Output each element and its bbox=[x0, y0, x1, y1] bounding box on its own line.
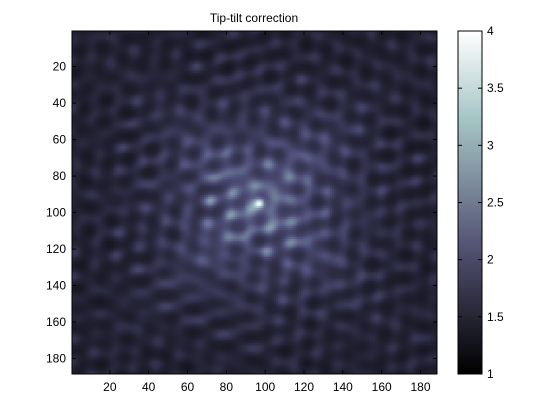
colorbar-tick-label: 2 bbox=[487, 253, 494, 267]
y-tick-label: 140 bbox=[46, 279, 66, 293]
y-tick-label: 20 bbox=[53, 60, 67, 74]
colorbar-tick-label: 3 bbox=[487, 138, 494, 152]
x-tick-label: 40 bbox=[142, 380, 156, 394]
x-tick-label: 80 bbox=[220, 380, 234, 394]
heatmap-pixels bbox=[72, 31, 437, 374]
x-tick-label: 60 bbox=[181, 380, 195, 394]
chart-title: Tip-tilt correction bbox=[210, 11, 298, 25]
x-tick-label: 180 bbox=[410, 380, 430, 394]
x-tick-label: 160 bbox=[372, 380, 392, 394]
plot-frame bbox=[71, 30, 438, 375]
x-tick-label: 100 bbox=[255, 380, 275, 394]
x-tick-label: 140 bbox=[333, 380, 353, 394]
x-tick-label: 20 bbox=[103, 380, 117, 394]
colorbar-tick-label: 3.5 bbox=[487, 81, 504, 95]
y-tick-label: 80 bbox=[53, 169, 67, 183]
colorbar-tick-label: 1 bbox=[487, 367, 494, 381]
y-tick-label: 180 bbox=[46, 351, 66, 365]
colorbar-axis: 1 1.5 2 2.5 3 3.5 4 bbox=[458, 24, 504, 381]
y-tick-label: 160 bbox=[46, 315, 66, 329]
x-tick-label: 120 bbox=[294, 380, 314, 394]
y-tick-label: 40 bbox=[53, 96, 67, 110]
heatmap-image bbox=[72, 31, 437, 374]
x-axis: 20 40 60 80 100 120 140 160 180 bbox=[103, 31, 431, 394]
y-axis: 20 40 60 80 100 120 140 160 180 bbox=[46, 60, 437, 365]
y-tick-label: 120 bbox=[46, 242, 66, 256]
colorbar-tick-label: 1.5 bbox=[487, 310, 504, 324]
colorbar-tick-label: 4 bbox=[487, 24, 494, 38]
y-tick-label: 60 bbox=[53, 133, 67, 147]
colorbar-tick-label: 2.5 bbox=[487, 196, 504, 210]
y-tick-label: 100 bbox=[46, 206, 66, 220]
